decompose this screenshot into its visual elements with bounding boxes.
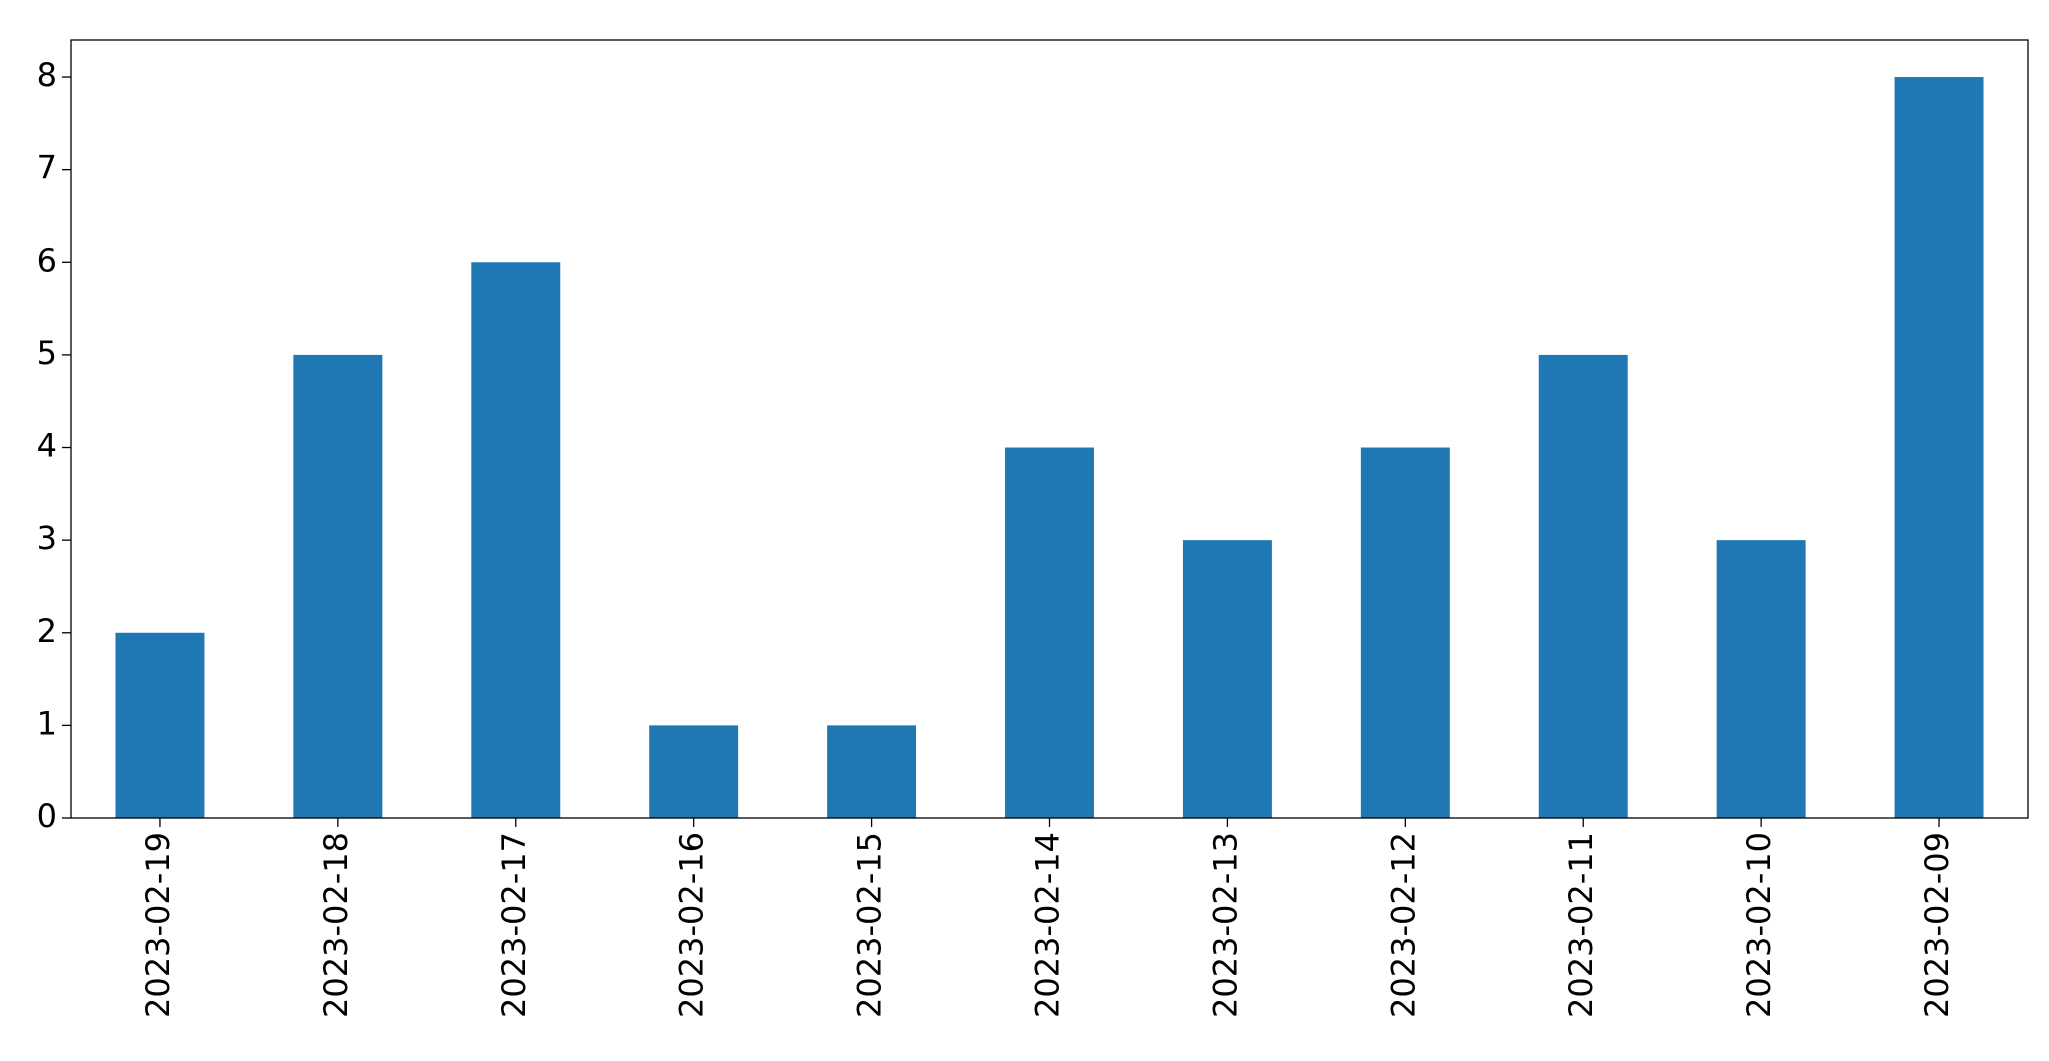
plot-frame [70,39,2029,819]
y-tick-label: 6 [37,241,57,279]
x-tick-label: 2023-02-16 [673,832,711,1018]
bar [1716,540,1806,818]
y-tick-label: 4 [37,427,57,465]
y-tick-label: 2 [37,612,57,650]
bar [1360,447,1450,818]
x-tick-label: 2023-02-19 [139,832,177,1018]
y-tick-label: 7 [37,149,57,187]
bar [115,632,205,818]
x-tick-label: 2023-02-17 [495,832,533,1018]
bar [471,262,561,818]
bar [1005,447,1094,818]
bar [1894,77,1984,819]
bar [1538,354,1628,818]
bar [293,354,383,818]
x-tick-label: 2023-02-15 [851,832,889,1018]
x-tick-label: 2023-02-14 [1029,832,1067,1018]
x-tick-label: 2023-02-11 [1562,832,1600,1018]
bar [827,725,917,818]
x-tick-label: 2023-02-13 [1206,832,1244,1018]
bar [649,725,739,818]
x-tick-label: 2023-02-09 [1918,832,1956,1018]
x-tick-label: 2023-02-12 [1384,832,1422,1018]
y-tick-label: 5 [37,334,57,372]
y-tick-label: 3 [37,519,57,557]
y-tick-label: 0 [37,797,57,835]
bar [1182,540,1272,818]
x-tick-label: 2023-02-10 [1740,832,1778,1018]
y-tick-label: 8 [37,56,57,94]
y-tick-label: 1 [37,704,57,742]
x-tick-label: 2023-02-18 [317,832,355,1018]
